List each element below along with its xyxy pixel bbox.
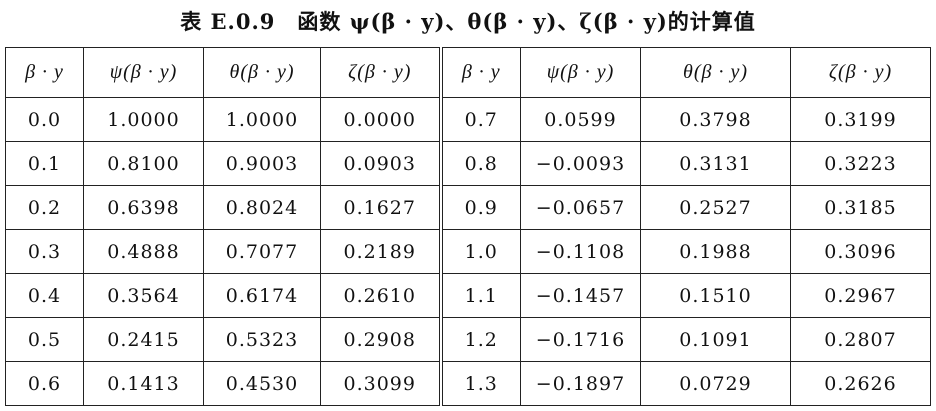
header-cell: ψ(β · y): [520, 47, 641, 98]
table-cell: 0.3131: [640, 141, 791, 186]
table-cell: 0.3564: [83, 273, 204, 318]
table-cell: 0.2415: [83, 317, 204, 362]
table-cell: 0.7: [440, 97, 521, 142]
table-cell: 1.0: [440, 229, 521, 274]
table-cell: 0.2189: [320, 229, 443, 274]
table-cell: 0.3798: [640, 97, 791, 142]
header-row: β · y ψ(β · y) θ(β · y) ζ(β · y) β · y ψ(β · …: [5, 47, 931, 98]
table-cell: 0.2807: [790, 317, 931, 362]
table-cell: 0.3096: [790, 229, 931, 274]
table-cell: 0.9003: [203, 141, 321, 186]
table-cell: 0.0599: [520, 97, 641, 142]
table-cell: 0.6398: [83, 185, 204, 230]
table-cell: 0.3099: [320, 361, 443, 406]
table-cell: 0.2626: [790, 361, 931, 406]
table-cell: 0.4530: [203, 361, 321, 406]
table-cell: 0.1988: [640, 229, 791, 274]
table-cell: 0.1: [5, 141, 84, 186]
table-row: 0.4 0.3564 0.6174 0.2610 1.1 −0.1457 0.1510 0.2…: [5, 273, 931, 318]
table-cell: 0.1091: [640, 317, 791, 362]
table-cell: −0.1897: [520, 361, 641, 406]
data-table: β · y ψ(β · y) θ(β · y) ζ(β · y) β · y ψ(β · …: [5, 47, 931, 406]
table-row: 0.0 1.0000 1.0000 0.0000 0.7 0.0599 0.3798 0.31…: [5, 97, 931, 142]
table-row: 0.2 0.6398 0.8024 0.1627 0.9 −0.0657 0.2527 0.3…: [5, 185, 931, 230]
table-cell: 0.2967: [790, 273, 931, 318]
table-cell: 0.4888: [83, 229, 204, 274]
header-cell: β · y: [5, 47, 84, 98]
table-cell: 0.5: [5, 317, 84, 362]
table-cell: 1.3: [440, 361, 521, 406]
header-cell: ζ(β · y): [320, 47, 443, 98]
table-cell: 0.2908: [320, 317, 443, 362]
header-cell: θ(β · y): [640, 47, 791, 98]
table-cell: 0.4: [5, 273, 84, 318]
header-cell: θ(β · y): [203, 47, 321, 98]
table-cell: −0.1108: [520, 229, 641, 274]
table-cell: 1.1: [440, 273, 521, 318]
table-cell: −0.0093: [520, 141, 641, 186]
table-cell: 0.1627: [320, 185, 443, 230]
table-cell: 0.5323: [203, 317, 321, 362]
table-cell: 1.0000: [83, 97, 204, 142]
table-cell: 0.3199: [790, 97, 931, 142]
table-cell: −0.1716: [520, 317, 641, 362]
table-cell: 0.9: [440, 185, 521, 230]
table-cell: 0.0903: [320, 141, 443, 186]
table-cell: 0.3185: [790, 185, 931, 230]
table-cell: 0.1510: [640, 273, 791, 318]
table-cell: 0.1413: [83, 361, 204, 406]
table-cell: 0.7077: [203, 229, 321, 274]
header-cell: β · y: [440, 47, 521, 98]
table-title: 表 E.0.9 函数 ψ(β · y)、θ(β · y)、ζ(β · y)的计算…: [180, 9, 756, 34]
table-row: 0.6 0.1413 0.4530 0.3099 1.3 −0.1897 0.0729 0.2…: [5, 361, 931, 406]
table-cell: 0.8024: [203, 185, 321, 230]
header-cell: ψ(β · y): [83, 47, 204, 98]
header-cell: ζ(β · y): [790, 47, 931, 98]
table-cell: 0.2527: [640, 185, 791, 230]
table-cell: 0.2610: [320, 273, 443, 318]
table-body: 0.0 1.0000 1.0000 0.0000 0.7 0.0599 0.3798 0.31…: [5, 97, 931, 406]
table-cell: −0.0657: [520, 185, 641, 230]
table-cell: 0.3223: [790, 141, 931, 186]
table-cell: 0.0729: [640, 361, 791, 406]
table-cell: −0.1457: [520, 273, 641, 318]
table-row: 0.1 0.8100 0.9003 0.0903 0.8 −0.0093 0.3131 0.3…: [5, 141, 931, 186]
table-cell: 0.3: [5, 229, 84, 274]
table-cell: 1.2: [440, 317, 521, 362]
table-cell: 0.0000: [320, 97, 443, 142]
table-row: 0.3 0.4888 0.7077 0.2189 1.0 −0.1108 0.1988 0.3…: [5, 229, 931, 274]
table-cell: 0.8: [440, 141, 521, 186]
table-cell: 0.8100: [83, 141, 204, 186]
table-cell: 0.2: [5, 185, 84, 230]
table-cell: 0.0: [5, 97, 84, 142]
table-cell: 0.6174: [203, 273, 321, 318]
table-cell: 1.0000: [203, 97, 321, 142]
table-row: 0.5 0.2415 0.5323 0.2908 1.2 −0.1716 0.1091 0.2…: [5, 317, 931, 362]
table-cell: 0.6: [5, 361, 84, 406]
